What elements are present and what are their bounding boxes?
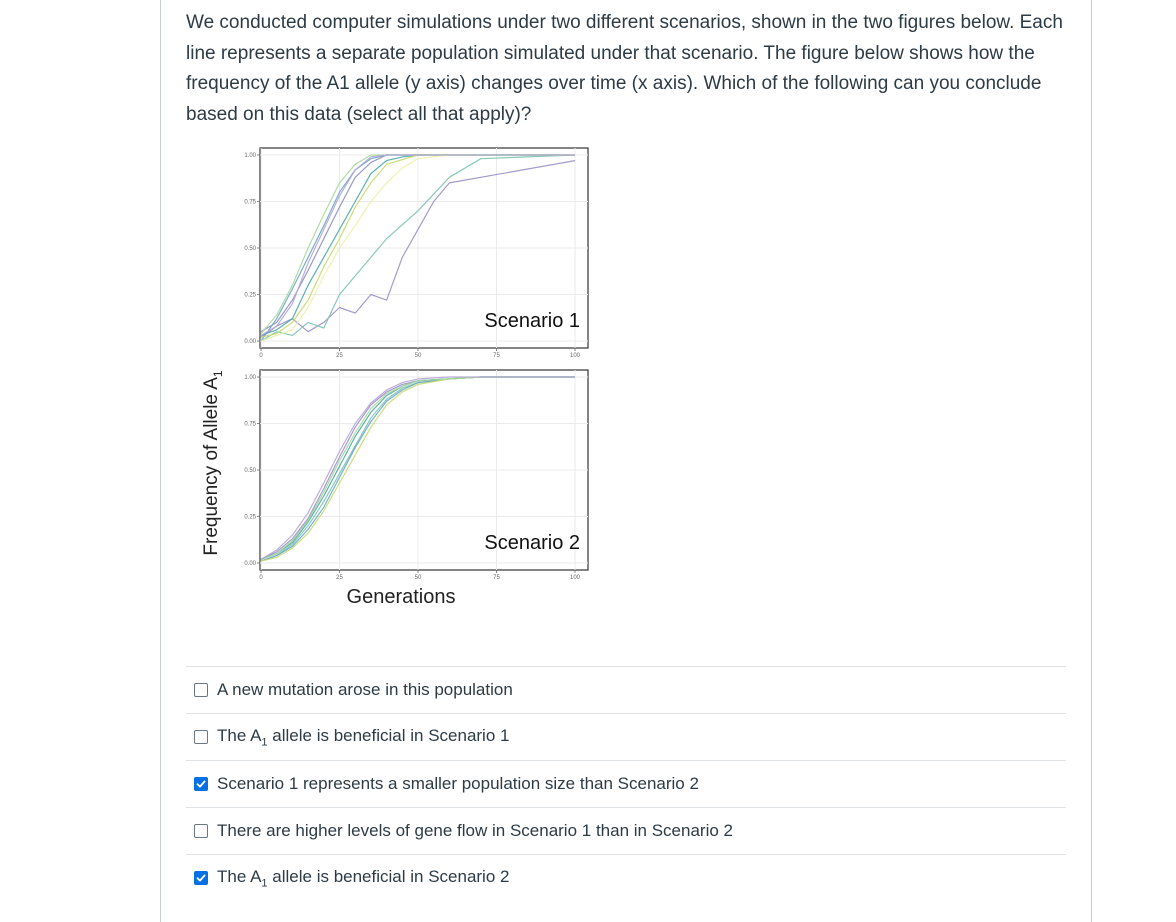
checkbox[interactable] (194, 871, 208, 885)
series-line-9 (260, 154, 575, 336)
checkbox[interactable] (194, 730, 208, 744)
y-tick-label: 0.50 (244, 468, 256, 474)
answer-label: Scenario 1 represents a smaller populati… (217, 774, 699, 793)
x-tick-label: 100 (570, 575, 581, 581)
checkbox[interactable] (194, 683, 208, 697)
series-line-1 (260, 160, 576, 338)
x-tick-label: 25 (336, 575, 343, 581)
series-line-6 (260, 154, 575, 338)
answer-label: The A1 allele is beneficial in Scenario … (217, 725, 510, 749)
x-axis-label: Generations (347, 586, 456, 608)
content-frame (160, 0, 1092, 922)
series-line-3 (260, 154, 575, 336)
y-tick-label: 0.00 (244, 339, 256, 345)
x-tick-label: 100 (570, 353, 581, 359)
series-line-8 (260, 154, 575, 334)
answer-option-4[interactable]: There are higher levels of gene flow in … (186, 807, 1066, 854)
answer-option-2[interactable]: The A1 allele is beneficial in Scenario … (186, 713, 1066, 760)
series-line-2 (260, 154, 576, 342)
y-axis-label: Frequency of Allele A1 (201, 370, 225, 556)
x-tick-label: 75 (493, 353, 500, 359)
answer-label: A new mutation arose in this population (217, 680, 513, 699)
scenario-2-plot: 0.00 0.25 0.50 0.75 1.00 0 25 50 75 100 Scenario 2 (244, 369, 589, 581)
scenario-title: Scenario 2 (484, 532, 580, 554)
y-tick-label: 0.75 (244, 422, 256, 428)
x-tick-label: 75 (493, 575, 500, 581)
checkbox[interactable] (194, 824, 208, 838)
answer-label: There are higher levels of gene flow in … (217, 821, 733, 840)
y-tick-label: 0.25 (244, 293, 256, 299)
checkmark-icon (196, 874, 206, 882)
y-tick-label: 0.25 (244, 515, 256, 521)
scenario-1-plot: 0.00 0.25 0.50 0.75 1.00 0 25 50 75 100 Scenario 1 (244, 147, 589, 359)
answer-label: The A1 allele is beneficial in Scenario … (217, 866, 510, 890)
question-text: We conducted computer simulations under … (186, 12, 1063, 125)
y-tick-label: 0.75 (244, 200, 256, 206)
y-tick-label: 1.00 (244, 153, 256, 159)
answer-option-5[interactable]: The A1 allele is beneficial in Scenario … (186, 854, 1066, 901)
simulation-figure: Frequency of Allele A1 0.00 0.25 0.50 0.75 1… (201, 147, 589, 608)
scenario-title: Scenario 1 (484, 310, 580, 332)
x-tick-label: 0 (259, 575, 263, 581)
answer-list: A new mutation arose in this population … (186, 666, 1066, 901)
series-line-7 (260, 154, 575, 342)
x-tick-label: 25 (336, 353, 343, 359)
series-line-7 (260, 376, 575, 560)
series-line-5 (260, 376, 575, 562)
x-tick-label: 50 (415, 575, 422, 581)
y-tick-label: 0.50 (244, 246, 256, 252)
x-tick-label: 0 (259, 353, 263, 359)
y-tick-label: 0.00 (244, 561, 256, 567)
x-tick-label: 50 (415, 353, 422, 359)
series-line-5 (260, 154, 575, 342)
series-line-6 (260, 376, 575, 560)
answer-option-1[interactable]: A new mutation arose in this population (186, 666, 1066, 713)
checkbox[interactable] (194, 777, 208, 791)
answer-option-3[interactable]: Scenario 1 represents a smaller populati… (186, 760, 1066, 807)
y-tick-label: 1.00 (244, 375, 256, 381)
checkmark-icon (196, 780, 206, 788)
y-axis-label-subscript: 1 (211, 370, 225, 377)
